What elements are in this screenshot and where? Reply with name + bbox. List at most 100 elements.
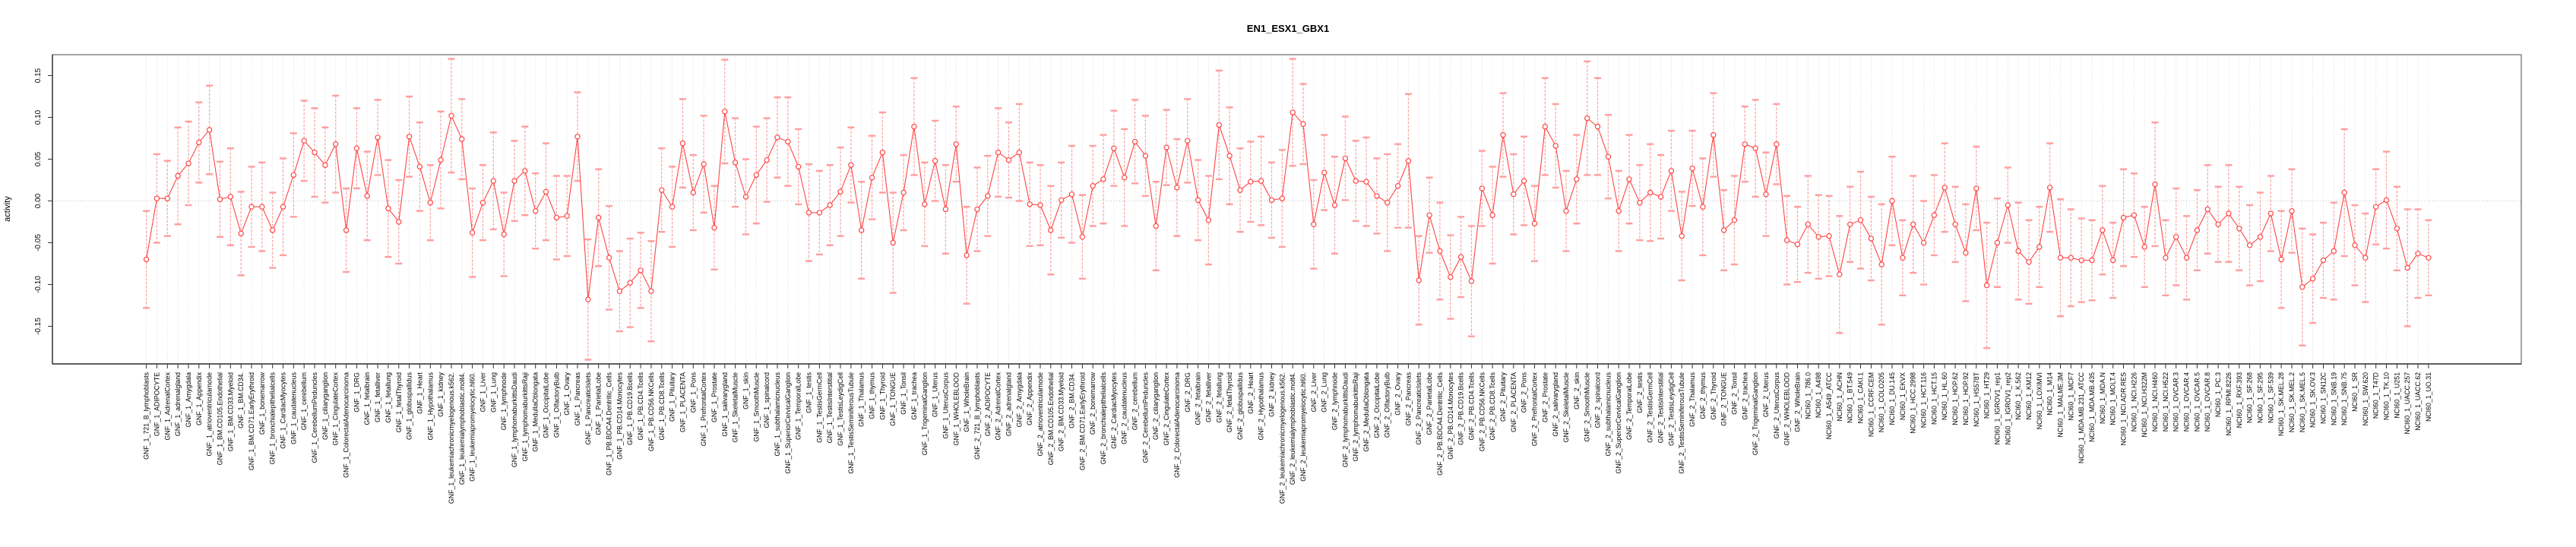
data-point — [1489, 212, 1495, 218]
data-point — [2068, 255, 2074, 261]
x-tick-label: NCI60_1_SF.295 — [2256, 372, 2264, 423]
x-tick-label: GNF_2_Pons — [1521, 372, 1528, 413]
data-point — [1111, 145, 1117, 151]
data-point — [606, 255, 612, 261]
x-tick-label: NCI60_1_CCRF.CEM — [1867, 372, 1875, 437]
x-tick-label: NCI60_1_TK.10 — [2383, 372, 2391, 420]
data-point — [290, 172, 297, 179]
x-tick-label: GNF_1_atrioventricularnode — [206, 372, 214, 457]
x-tick-label: GNF_2_721_B_lymphoblasts — [973, 372, 981, 460]
x-tick-label: GNF_2_leukemialymphoblastic.molt4. — [1289, 372, 1296, 485]
data-point — [2046, 185, 2053, 191]
data-point — [1605, 153, 1612, 160]
data-point — [785, 138, 791, 145]
y-tick-label: 0.00 — [34, 193, 43, 208]
x-tick-label: GNF_2_Ovary — [1394, 372, 1402, 415]
x-tick-label: GNF_2_subthalamicnucleus — [1604, 372, 1612, 456]
x-tick-label: NCI60_1_COLO205 — [1878, 372, 1885, 432]
data-point — [2215, 221, 2221, 227]
x-tick-label: GNF_1_TestisInterstitial — [826, 372, 834, 443]
data-point — [774, 134, 780, 141]
x-tick-label: GNF_2_BM.CD34. — [1068, 372, 1076, 428]
data-point — [1353, 178, 1359, 184]
data-point — [1994, 239, 2001, 246]
data-point — [585, 296, 591, 302]
x-tick-label: NCI60_1_HCC.2998 — [1910, 372, 1917, 434]
data-point — [2194, 227, 2201, 233]
data-point — [1647, 189, 1654, 196]
x-tick-label: NCI60_1_OVCAR.3 — [2173, 372, 2180, 432]
data-point — [1405, 157, 1412, 164]
data-point — [690, 189, 697, 196]
x-tick-label: GNF_1_fetalThyroid — [395, 372, 403, 432]
x-tick-label: NCI60_1_OVCAR.4 — [2183, 372, 2191, 432]
data-point — [1068, 191, 1075, 198]
data-point — [648, 288, 654, 294]
data-point — [227, 194, 233, 200]
x-tick-label: GNF_2_WholeBrain — [1794, 372, 1802, 432]
x-tick-label: GNF_1_PB.CD14.Monocytes — [616, 372, 623, 459]
x-tick-label: NCI60_1_CAKI.1 — [1857, 372, 1865, 424]
data-point — [1205, 217, 1212, 223]
x-tick-label: NCI60_1_HL.60 — [1941, 372, 1948, 420]
x-tick-label: NCI60_1_SF.539 — [2267, 372, 2274, 423]
y-tick-label: -0.05 — [34, 234, 43, 251]
data-point — [679, 140, 686, 147]
data-point — [1300, 121, 1306, 127]
x-tick-label: GNF_1_leukemialymphoblastic.molt4. — [458, 372, 466, 485]
x-tick-label: GNF_1_Pons — [689, 372, 697, 413]
x-tick-label: GNF_2_ParietalLobe — [1426, 372, 1433, 435]
x-tick-label: NCI60_1_HT29 — [1983, 372, 1991, 419]
data-point — [1794, 242, 1801, 248]
data-point — [1752, 145, 1758, 151]
x-tick-label: GNF_1_Tonsil — [900, 372, 907, 415]
x-tick-label: GNF_1_cerebellum — [300, 372, 308, 430]
data-point — [312, 149, 318, 156]
x-tick-label: GNF_1_ColorectalAdenocarcinoma — [343, 372, 350, 478]
x-tick-label: GNF_1_BM.CD71.EarlyErythroid — [248, 372, 255, 470]
data-point — [2100, 227, 2106, 233]
data-point — [2120, 214, 2127, 221]
x-tick-label: GNF_2_PB.CD4.Tcells — [1467, 372, 1475, 440]
x-tick-label: GNF_2_skin — [1573, 372, 1581, 409]
data-point — [1668, 168, 1675, 174]
x-tick-label: GNF_2_ADIPOCYTE — [984, 372, 992, 436]
x-tick-label: GNF_1_TestisSeminiferousTubule — [847, 372, 855, 474]
data-point — [543, 188, 549, 195]
data-point — [553, 214, 560, 221]
data-point — [1594, 123, 1601, 130]
x-tick-label: NCI60_1_HCT.116 — [1920, 372, 1928, 428]
data-point — [1878, 261, 1885, 267]
x-tick-label: GNF_1_globuspallidus — [406, 372, 413, 440]
x-tick-label: NCI60_1_NCI.ADR.RES — [2120, 372, 2128, 445]
x-tick-label: GNF_1_OlfactoryBulb — [552, 372, 560, 438]
x-tick-label: GNF_1_trachea — [910, 372, 918, 420]
x-tick-label: GNF_2_OlfactoryBulb — [1384, 372, 1391, 438]
data-point — [1248, 179, 1254, 185]
x-tick-label: GNF_2_salivarygland — [1552, 372, 1559, 437]
data-point — [2005, 202, 2011, 208]
x-tick-label: GNF_2_SkeletalMuscle — [1562, 372, 1570, 443]
x-tick-label: NCI60_1_SNB.19 — [2330, 372, 2337, 425]
x-tick-label: NCI60_1_BT.549 — [1847, 372, 1854, 423]
x-tick-label: NCI60_1_RXF.393 — [2236, 372, 2243, 428]
y-tick-label: -0.10 — [34, 276, 43, 293]
x-tick-label: NCI60_1_A498 — [1815, 372, 1822, 418]
x-tick-label: GNF_1_salivarygland — [721, 372, 729, 437]
data-point — [259, 204, 265, 210]
data-point — [1363, 179, 1369, 185]
data-point — [616, 288, 623, 294]
x-tick-label: NCI60_1_SF.268 — [2246, 372, 2254, 423]
data-point — [1815, 234, 1821, 240]
x-tick-label: GNF_2_DRG — [1184, 372, 1191, 413]
x-tick-label: GNF_2_CingulateCortex — [1163, 372, 1170, 445]
x-tick-label: GNF_2_SuperiorCervicalGanglion — [1615, 372, 1622, 474]
data-point — [343, 227, 350, 233]
x-tick-label: GNF_1_PB.CD19.Bcells — [626, 372, 634, 444]
data-point — [1048, 227, 1054, 233]
data-point — [1952, 221, 1958, 227]
x-tick-label: NCI60_1_SN12C — [2320, 372, 2328, 424]
data-point — [164, 195, 170, 201]
x-tick-label: GNF_2_BM.CD71.EarlyErythroid — [1078, 372, 1086, 470]
data-point — [238, 230, 244, 237]
